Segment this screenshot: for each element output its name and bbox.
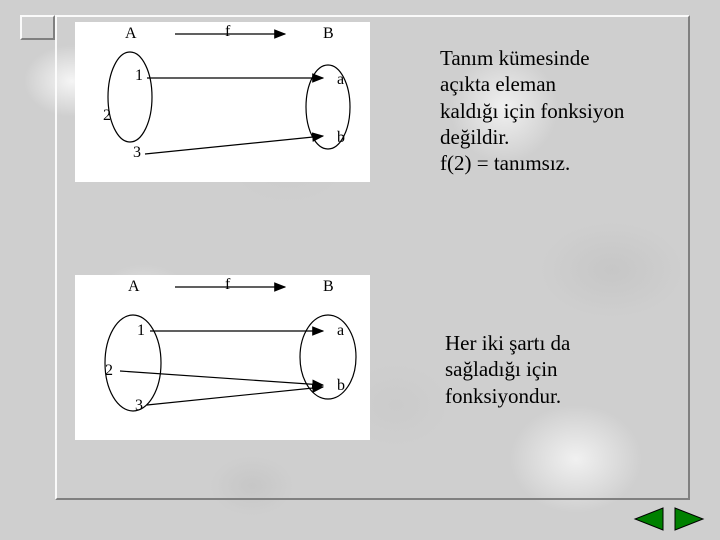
svg-text:3: 3 [135,397,143,414]
explanation-line: kaldığı için fonksiyon [440,98,680,124]
svg-text:2: 2 [103,107,111,124]
explanation-line: sağladığı için [445,356,675,382]
svg-text:1: 1 [135,67,143,84]
svg-text:A: A [125,25,137,42]
prev-button[interactable] [633,506,665,532]
svg-text:3: 3 [133,144,141,161]
svg-text:1: 1 [137,322,145,339]
svg-text:2: 2 [105,362,113,379]
explanation-line: fonksiyondur. [445,383,675,409]
explanation-line: değildir. [440,124,680,150]
svg-text:B: B [323,278,334,295]
svg-text:a: a [337,71,344,88]
nav-buttons [633,506,705,532]
explanation-line: Her iki şartı da [445,330,675,356]
svg-text:b: b [337,377,345,394]
explanation-line: f(2) = tanımsız. [440,150,680,176]
next-button[interactable] [673,506,705,532]
mapping-diagram-top: A 1 2 3 f Ba b [75,22,370,182]
explanation-line: Tanım kümesinde [440,45,680,71]
explanation-bottom: Her iki şartı dasağladığı içinfonksiyond… [445,330,675,409]
frame-notch [20,15,55,40]
explanation-line: açıkta eleman [440,71,680,97]
explanation-top: Tanım kümesindeaçıkta elemankaldığı için… [440,45,680,176]
svg-text:f: f [225,276,231,293]
svg-text:f: f [225,23,231,40]
mapping-diagram-bottom: A 1 2 3 f Ba b [75,275,370,440]
svg-text:A: A [128,278,140,295]
svg-text:a: a [337,322,344,339]
svg-text:B: B [323,25,334,42]
svg-text:b: b [337,129,345,146]
